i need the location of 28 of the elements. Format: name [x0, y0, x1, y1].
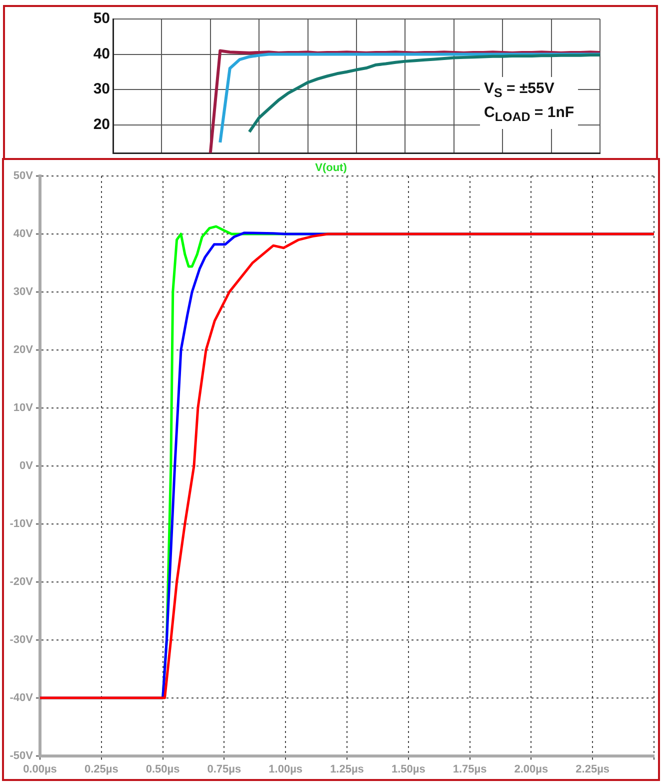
y-tick-label: -40V	[10, 692, 34, 704]
annotation: V$_{S}$ = ±55V	[484, 79, 556, 102]
y-tick-label: 50	[93, 10, 110, 28]
x-tick-label: 0.75µs	[207, 763, 242, 776]
x-tick-label: 0.00µs	[23, 763, 57, 776]
annotation: C$_{LOAD}$ = 1nF	[484, 103, 574, 126]
y-tick-label: 20	[93, 116, 110, 133]
y-tick-label: 30	[93, 80, 110, 98]
y-tick-label: -30V	[10, 634, 34, 646]
y-tick-label: 30V	[13, 286, 34, 298]
y-tick-label: 40	[93, 45, 110, 62]
x-tick-label: 0.50µs	[146, 763, 180, 776]
y-tick-label: -20V	[10, 576, 34, 588]
y-tick-label: 50V	[13, 170, 34, 182]
x-tick-label: 1.75µs	[452, 763, 487, 776]
y-tick-label: 10V	[13, 402, 34, 414]
x-tick-label: 2.00µs	[514, 763, 548, 776]
x-tick-label: 1.25µs	[330, 763, 364, 776]
x-tick-label: 0.25µs	[84, 763, 118, 776]
y-tick-label: -50V	[10, 750, 34, 762]
y-tick-label: 40V	[13, 228, 34, 240]
x-tick-label: 1.50µs	[391, 763, 426, 776]
y-tick-label: 0V	[20, 460, 34, 472]
y-tick-label: 20V	[13, 344, 34, 356]
chart-title: V(out)	[315, 162, 347, 174]
x-tick-label: 1.00µs	[268, 763, 303, 776]
y-tick-label: -10V	[10, 518, 34, 530]
x-tick-label: 2.25µs	[576, 763, 610, 776]
